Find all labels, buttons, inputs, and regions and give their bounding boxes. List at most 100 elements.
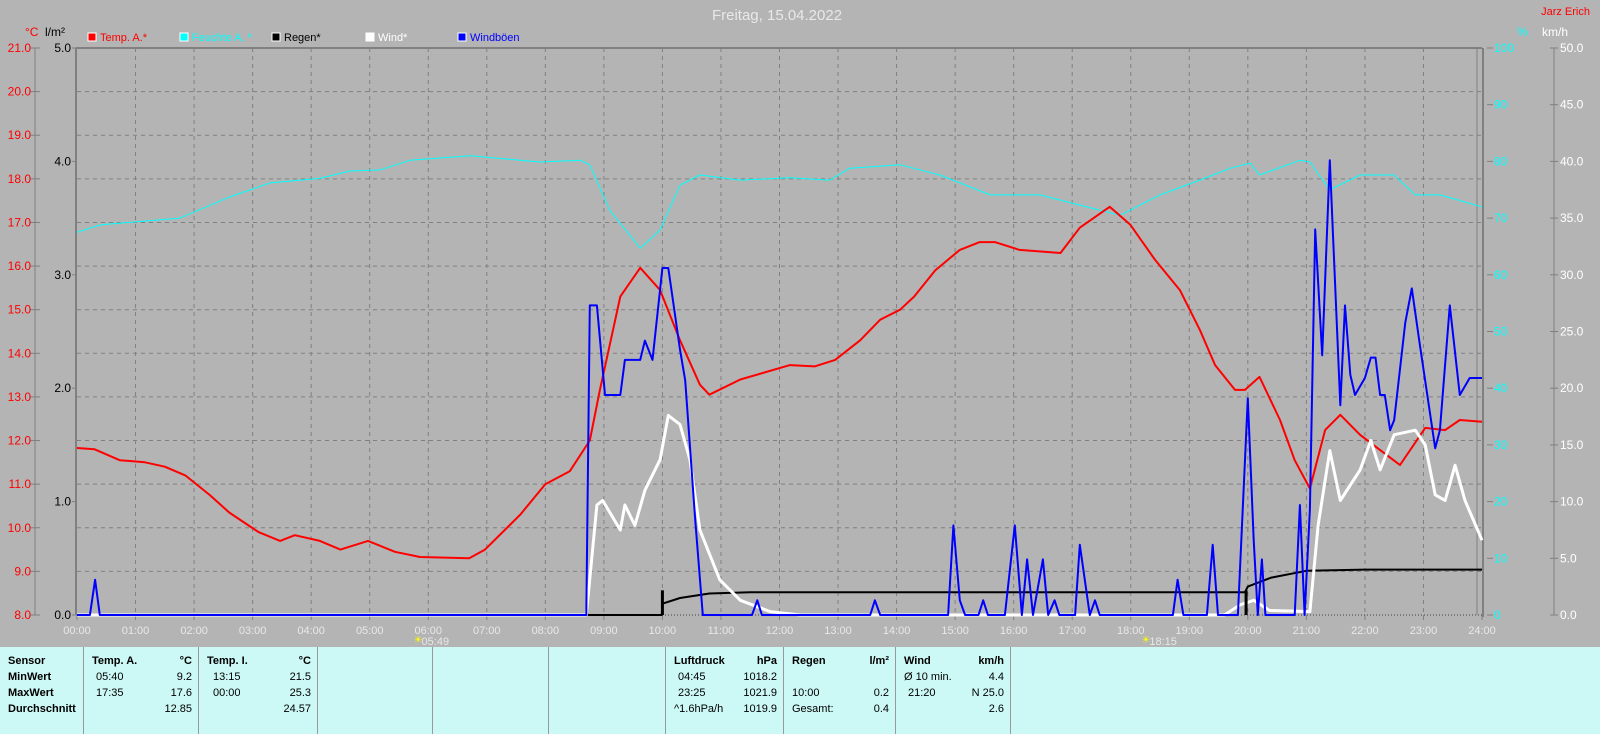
x-tick-label: 11:00 xyxy=(708,625,735,637)
legend-swatch xyxy=(271,32,281,42)
series-line-humidity-1 xyxy=(76,155,1483,249)
legend-label: Wind* xyxy=(378,32,408,44)
sunset-icon: ☀ xyxy=(1141,635,1150,646)
legend-swatch xyxy=(365,32,375,42)
statistics-table: Sensor MinWert MaxWert Durchschnitt Temp… xyxy=(0,647,1600,734)
avg-value: 12.85 xyxy=(164,703,192,715)
wind-tick-label: 35.0 xyxy=(1560,211,1584,225)
wind-tick-label: 5.0 xyxy=(1560,551,1577,565)
x-tick-label: 07:00 xyxy=(473,625,501,637)
x-tick-label: 15:00 xyxy=(941,625,969,637)
x-tick-label: 18:00 xyxy=(1117,625,1145,637)
empty-column xyxy=(318,647,433,734)
wind-tick-label: 25.0 xyxy=(1560,325,1584,339)
temp-axis-label: °C xyxy=(25,25,39,39)
temp-tick-label: 12.0 xyxy=(8,434,32,448)
humidity-tick-label: 80 xyxy=(1494,154,1508,168)
total-value: 0.4 xyxy=(873,703,889,715)
max-label: MaxWert xyxy=(8,687,54,699)
rain-column: Regen l/m² 10:00 0.2 Gesamt: 0.4 xyxy=(784,647,896,734)
rain-tick-label: 4.0 xyxy=(54,154,71,168)
unit: hPa xyxy=(756,655,777,667)
x-tick-label: 21:00 xyxy=(1293,625,1321,637)
temp-tick-label: 21.0 xyxy=(8,41,32,55)
humidity-tick-label: 40 xyxy=(1494,381,1508,395)
max-value: 0.2 xyxy=(873,687,889,699)
x-tick-label: 01:00 xyxy=(122,625,150,637)
avg-10min-label: Ø 10 min. xyxy=(904,671,952,683)
humidity-tick-label: 70 xyxy=(1494,211,1508,225)
temp-tick-label: 20.0 xyxy=(8,85,32,99)
rain-tick-label: 2.0 xyxy=(54,381,71,395)
x-tick-label: 04:00 xyxy=(297,625,325,637)
legend-label: Regen* xyxy=(284,32,321,44)
temp-tick-label: 18.0 xyxy=(8,172,32,186)
legend-swatch xyxy=(457,32,467,42)
humidity-tick-label: 30 xyxy=(1494,438,1508,452)
empty-column xyxy=(549,647,666,734)
rain-tick-label: 3.0 xyxy=(54,268,71,282)
min-value: 1018.2 xyxy=(743,671,777,683)
temp-tick-label: 15.0 xyxy=(8,303,32,317)
unit: km/h xyxy=(978,655,1004,667)
unit: °C xyxy=(179,655,192,667)
rain-tick-label: 1.0 xyxy=(54,495,71,509)
legend-swatch xyxy=(179,32,189,42)
x-tick-label: 23:00 xyxy=(1410,625,1438,637)
temp-tick-label: 17.0 xyxy=(8,215,32,229)
rain-axis-label: l/m² xyxy=(45,25,65,39)
max-value: N 25.0 xyxy=(971,687,1004,699)
temp-a-column: Temp. A. °C 05:40 9.2 17:35 17.6 12.85 xyxy=(84,647,199,734)
x-tick-label: 00:00 xyxy=(63,625,91,637)
x-tick-label: 22:00 xyxy=(1351,625,1379,637)
header: Regen xyxy=(792,655,826,667)
min-value: 21.5 xyxy=(289,671,311,683)
wind-tick-label: 20.0 xyxy=(1560,381,1584,395)
empty-column xyxy=(433,647,549,734)
temp-tick-label: 16.0 xyxy=(8,259,32,273)
max-time: 23:25 xyxy=(678,687,706,699)
x-tick-label: 03:00 xyxy=(239,625,267,637)
temp-i-column: Temp. I. °C 13:15 21.5 00:00 25.3 24.57 xyxy=(199,647,318,734)
x-tick-label: 13:00 xyxy=(824,625,852,637)
temp-tick-label: 9.0 xyxy=(14,564,31,578)
wind-tick-label: 15.0 xyxy=(1560,438,1584,452)
humidity-tick-label: 100 xyxy=(1494,41,1514,55)
max-time: 10:00 xyxy=(792,687,820,699)
header: Sensor xyxy=(8,655,46,667)
x-tick-label: 08:00 xyxy=(532,625,560,637)
avg-label: Durchschnitt xyxy=(8,703,76,715)
wind-tick-label: 40.0 xyxy=(1560,154,1584,168)
wind-tick-label: 10.0 xyxy=(1560,495,1584,509)
humidity-tick-label: 0 xyxy=(1494,608,1501,622)
humidity-tick-label: 90 xyxy=(1494,98,1508,112)
rain-tick-label: 0.0 xyxy=(54,608,71,622)
wind-tick-label: 30.0 xyxy=(1560,268,1584,282)
avg-value: 2.6 xyxy=(988,703,1004,715)
temp-tick-label: 14.0 xyxy=(8,346,32,360)
x-tick-label: 09:00 xyxy=(590,625,618,637)
max-value: 17.6 xyxy=(170,687,192,699)
x-tick-label: 19:00 xyxy=(1176,625,1204,637)
x-tick-label: 24:00 xyxy=(1468,625,1496,637)
max-time: 21:20 xyxy=(908,687,936,699)
header: Wind xyxy=(904,655,931,667)
x-tick-label: 17:00 xyxy=(1058,625,1086,637)
x-tick-label: 05:00 xyxy=(356,625,384,637)
min-value: 9.2 xyxy=(176,671,192,683)
min-time: 05:40 xyxy=(96,671,124,683)
humidity-tick-label: 60 xyxy=(1494,268,1508,282)
sunrise-icon: ☀ xyxy=(414,635,423,646)
sunrise-time-label: 05:49 xyxy=(422,636,450,647)
temp-tick-label: 8.0 xyxy=(14,608,31,622)
temp-tick-label: 19.0 xyxy=(8,128,32,142)
header: Temp. A. xyxy=(92,655,138,667)
legend-swatch xyxy=(87,32,97,42)
pressure-column: Luftdruck hPa 04:45 1018.2 23:25 1021.9 ^1.… xyxy=(666,647,784,734)
x-tick-label: 06:00 xyxy=(414,625,442,637)
x-tick-label: 20:00 xyxy=(1234,625,1262,637)
series-line-temp-0 xyxy=(76,205,1483,560)
sensor-column: Sensor MinWert MaxWert Durchschnitt xyxy=(0,647,84,734)
unit: l/m² xyxy=(869,655,889,667)
chart-title: Freitag, 15.04.2022 xyxy=(712,7,842,24)
